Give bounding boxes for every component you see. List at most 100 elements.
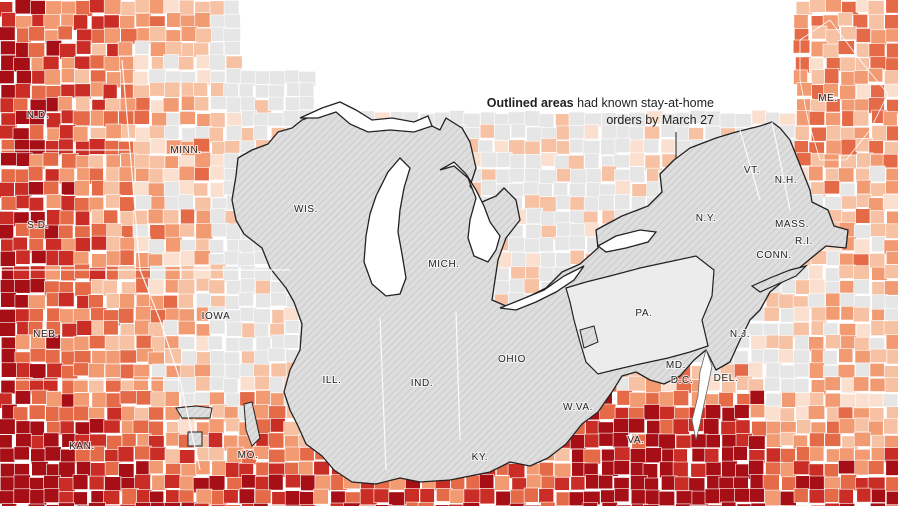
county-cell	[241, 503, 259, 506]
county-cell	[164, 347, 182, 364]
county-cell	[226, 321, 243, 337]
county-cell	[584, 152, 600, 169]
county-cell	[868, 67, 884, 83]
county-cell	[672, 461, 689, 478]
county-cell	[208, 126, 224, 143]
county-cell	[807, 405, 826, 420]
county-cell	[178, 56, 195, 71]
county-cell	[29, 347, 47, 363]
county-cell	[495, 490, 512, 506]
county-cell	[540, 501, 556, 506]
county-cell	[583, 124, 599, 140]
county-cell	[90, 109, 106, 127]
county-cell	[628, 375, 646, 392]
county-cell	[568, 235, 586, 250]
county-cell	[195, 376, 213, 392]
county-cell	[284, 462, 301, 477]
county-cell	[734, 488, 752, 503]
county-cell	[837, 40, 855, 55]
county-cell	[254, 349, 271, 366]
county-cell	[808, 489, 827, 504]
county-cell	[195, 488, 213, 506]
county-cell	[838, 459, 856, 475]
county-cell	[59, 43, 77, 60]
county-cell	[151, 112, 168, 127]
county-cell	[1, 362, 19, 378]
county-cell	[164, 474, 181, 489]
county-cell	[508, 236, 525, 253]
county-cell	[494, 475, 510, 491]
county-cell	[299, 96, 315, 110]
county-cell	[135, 168, 151, 182]
county-cell	[839, 56, 857, 73]
county-cell	[103, 180, 121, 196]
county-cell	[778, 293, 796, 310]
county-cell	[103, 0, 122, 15]
county-cell	[825, 0, 842, 13]
county-cell	[13, 488, 31, 504]
county-cell	[255, 293, 271, 308]
county-cell	[869, 348, 888, 363]
county-cell	[27, 165, 44, 182]
county-cell	[208, 475, 226, 491]
county-cell	[659, 405, 677, 421]
state-label: NEB.	[33, 329, 59, 340]
county-cell	[553, 462, 572, 478]
county-cell	[375, 504, 393, 506]
county-cell	[705, 461, 722, 478]
county-cell	[238, 337, 254, 352]
county-cell	[163, 319, 178, 336]
county-cell	[840, 138, 858, 156]
county-cell	[253, 404, 270, 420]
county-cell	[448, 503, 465, 506]
county-cell	[27, 294, 46, 311]
county-cell	[811, 25, 828, 40]
county-cell	[76, 320, 93, 336]
state-label: N.J.	[730, 329, 750, 340]
county-cell	[120, 1, 137, 17]
county-cell	[540, 475, 557, 491]
county-cell	[147, 351, 165, 366]
county-cell	[808, 391, 824, 407]
county-cell	[14, 168, 31, 184]
county-cell	[299, 447, 315, 462]
county-cell	[0, 322, 16, 337]
county-cell	[211, 460, 227, 477]
mo-outlined-county-2	[187, 431, 203, 447]
state-label: IND.	[411, 378, 433, 389]
county-cell	[838, 488, 854, 506]
county-cell	[253, 308, 271, 325]
county-cell	[255, 279, 271, 295]
county-cell	[765, 362, 782, 378]
county-cell	[166, 12, 182, 28]
county-cell	[75, 210, 91, 226]
county-cell	[810, 69, 826, 85]
county-cell	[570, 168, 588, 185]
county-cell	[373, 488, 390, 503]
legend-bold-text: Outlined areas	[486, 96, 574, 110]
county-cell	[856, 179, 872, 195]
county-cell	[823, 463, 839, 478]
county-cell	[0, 196, 19, 211]
county-cell	[0, 70, 15, 84]
county-cell	[824, 196, 842, 211]
county-cell	[480, 151, 498, 168]
county-cell	[598, 194, 615, 211]
county-cell	[60, 265, 77, 281]
mo-outlined-county	[175, 405, 213, 419]
county-cell	[148, 125, 166, 141]
county-cell	[57, 25, 73, 40]
county-cell	[555, 252, 572, 269]
county-cell	[298, 82, 315, 98]
county-cell	[179, 475, 195, 491]
county-cell	[794, 335, 810, 352]
lake-ontario	[596, 229, 658, 253]
county-cell	[207, 335, 223, 351]
county-cell	[838, 167, 855, 183]
county-cell	[0, 40, 16, 55]
county-cell	[779, 431, 796, 446]
county-cell	[285, 473, 302, 489]
county-cell	[177, 279, 196, 295]
county-cell	[883, 320, 898, 336]
county-cell	[31, 250, 48, 264]
